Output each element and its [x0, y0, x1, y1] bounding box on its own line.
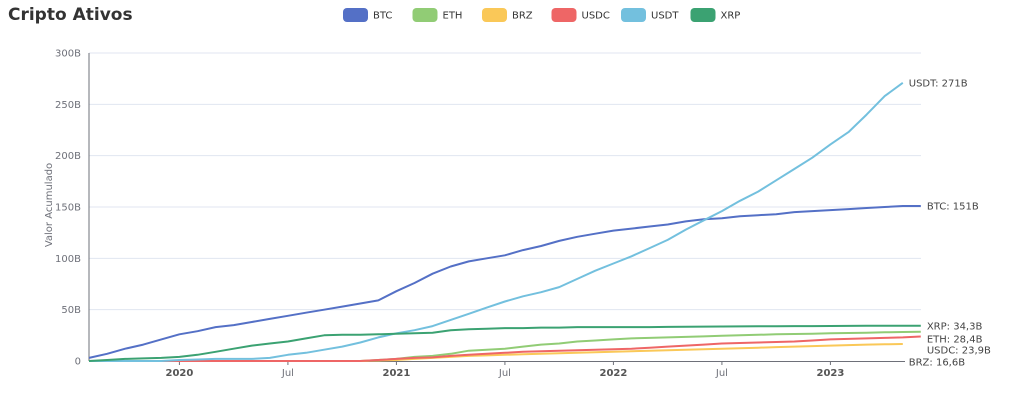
legend-label-usdc[interactable]: USDC	[582, 11, 610, 22]
legend-swatch-xrp[interactable]	[690, 8, 716, 22]
end-label-eth: ETH: 28,4B	[927, 335, 983, 346]
series-line-xrp	[88, 324, 921, 362]
legend-swatch-brz[interactable]	[482, 8, 507, 22]
x-tick-label: 2020	[165, 368, 193, 379]
y-tick-label: 0	[75, 357, 81, 368]
end-label-brz: BRZ: 16,6B	[909, 358, 965, 369]
x-tick-label: 2022	[599, 368, 627, 379]
x-tick-label: Jul	[498, 368, 511, 379]
series-line-btc	[88, 205, 921, 359]
y-tick-label: 100B	[55, 254, 81, 265]
legend-label-xrp[interactable]: XRP	[721, 11, 741, 22]
x-tick-label: 2021	[382, 368, 410, 379]
legend-label-eth[interactable]: ETH	[443, 11, 463, 22]
end-label-btc: BTC: 151B	[927, 201, 979, 212]
end-label-usdt: USDT: 271B	[909, 78, 968, 89]
series-lines	[88, 81, 921, 362]
legend-swatch-btc[interactable]	[343, 8, 368, 22]
y-tick-label: 50B	[61, 305, 81, 316]
legend-swatch-usdt[interactable]	[621, 8, 646, 22]
legend-label-btc[interactable]: BTC	[373, 11, 392, 22]
y-tick-label: 300B	[55, 49, 81, 60]
legend: BTC ETH BRZ USDC USDT XRP	[343, 8, 740, 22]
x-tick-label: Jul	[281, 368, 294, 379]
y-axis-label: Valor Acumulado	[44, 163, 55, 247]
legend-label-brz[interactable]: BRZ	[512, 11, 533, 22]
y-tick-label: 150B	[55, 203, 81, 214]
y-tick-label: 250B	[55, 100, 81, 111]
series-line-usdt	[89, 81, 904, 362]
end-label-xrp: XRP: 34,3B	[927, 322, 983, 333]
x-tick-label: 2023	[816, 368, 844, 379]
y-tick-label: 200B	[55, 151, 81, 162]
series-line-usdc	[89, 335, 921, 362]
legend-label-usdt[interactable]: USDT	[651, 11, 679, 22]
x-tick-label: Jul	[715, 368, 728, 379]
end-label-usdc: USDC: 23,9B	[927, 346, 991, 357]
legend-swatch-usdc[interactable]	[551, 8, 577, 22]
legend-swatch-eth[interactable]	[412, 8, 438, 22]
grid	[89, 52, 921, 311]
chart-title: Cripto Ativos	[8, 5, 133, 25]
